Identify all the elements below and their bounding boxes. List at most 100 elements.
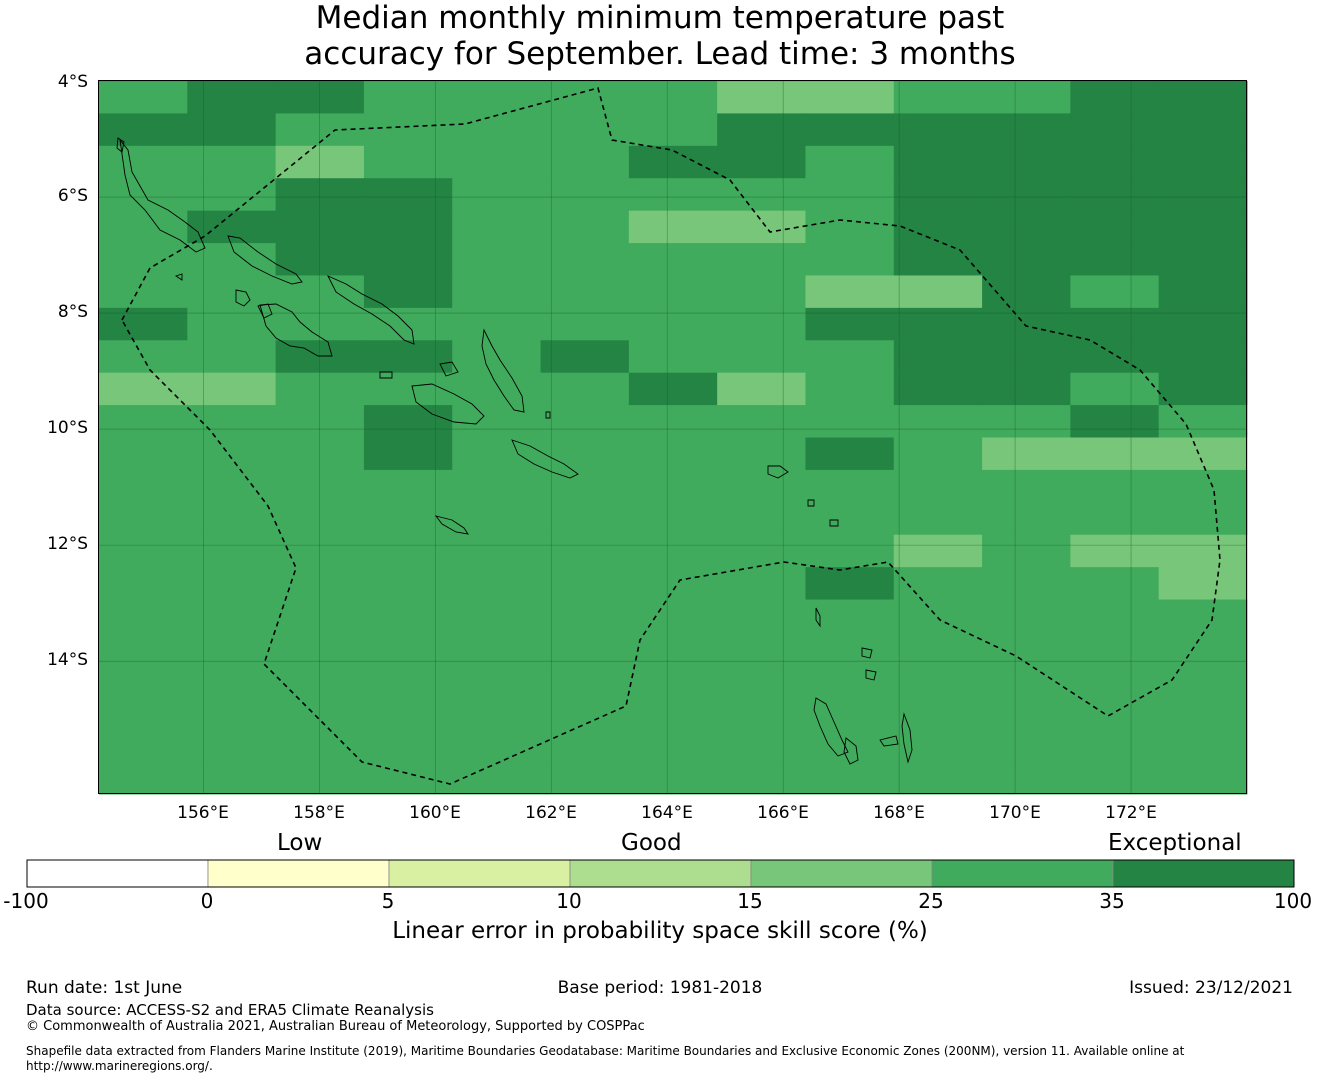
skill-cell: [99, 534, 188, 568]
skill-cell: [893, 437, 983, 471]
skill-cell: [540, 696, 630, 730]
skill-cell: [982, 534, 1071, 568]
skill-cell: [717, 275, 806, 309]
skill-cell: [1070, 178, 1160, 212]
skill-cell: [628, 81, 718, 114]
skill-cell: [628, 761, 718, 795]
skill-cell: [1158, 340, 1248, 374]
skill-cell: [452, 113, 542, 147]
skill-cell: [99, 631, 188, 665]
skill-cell: [805, 210, 895, 244]
skill-cell: [1070, 664, 1160, 698]
skill-cell: [628, 178, 718, 212]
skill-cell: [1158, 534, 1248, 568]
island-malakula: [843, 737, 859, 765]
skill-cell: [187, 502, 277, 536]
colorbar-title: Linear error in probability space skill …: [392, 918, 928, 944]
colorbar-swatch: [569, 859, 752, 888]
skill-cell: [982, 243, 1071, 276]
skill-cell: [99, 210, 188, 244]
skill-cell: [1070, 567, 1160, 601]
skill-cell: [628, 664, 718, 698]
skill-cell: [893, 729, 983, 763]
island-kolombangara: [257, 303, 273, 319]
shapefile-url: http://www.marineregions.org/.: [26, 1059, 213, 1073]
skill-cell: [99, 243, 188, 276]
x-tick-label: 156°E: [177, 803, 229, 823]
island-torres: [815, 607, 821, 628]
skill-cell: [1158, 599, 1248, 633]
skill-cell: [1070, 113, 1160, 147]
skill-cell: [893, 210, 983, 244]
skill-cell: [1070, 502, 1160, 536]
skill-cell: [893, 275, 983, 309]
skill-cell: [982, 631, 1071, 665]
skill-cell: [982, 340, 1071, 374]
skill-cell: [1070, 631, 1160, 665]
skill-cell: [1070, 145, 1160, 179]
skill-cell: [363, 599, 453, 633]
skill-cell: [540, 469, 630, 503]
skill-cell: [1158, 696, 1248, 730]
skill-cell: [717, 243, 806, 276]
skill-cell: [540, 534, 630, 568]
skill-cell: [363, 275, 453, 309]
skill-cell: [805, 275, 895, 309]
skill-cell: [893, 534, 983, 568]
skill-cell: [1158, 405, 1248, 438]
skill-cell: [275, 372, 365, 406]
skill-cell: [1070, 761, 1160, 795]
skill-cell: [1070, 275, 1160, 309]
skill-cell: [363, 113, 453, 147]
skill-cell: [452, 502, 542, 536]
skill-cell: [540, 599, 630, 633]
skill-cell: [1158, 437, 1248, 471]
skill-cell: [99, 469, 188, 503]
issued-date: Issued: 23/12/2021: [1129, 978, 1293, 998]
skill-cell: [275, 761, 365, 795]
skill-cell: [452, 405, 542, 438]
skill-cell: [187, 534, 277, 568]
skill-cell: [717, 534, 806, 568]
skill-cell: [363, 340, 453, 374]
skill-cell: [893, 599, 983, 633]
y-tick-label: 4°S: [57, 72, 88, 92]
skill-cell: [893, 761, 983, 795]
skill-cell: [717, 405, 806, 438]
skill-cell: [1070, 372, 1160, 406]
island-small-2: [379, 371, 393, 379]
skill-cell: [363, 210, 453, 244]
colorbar-tick: 35: [1099, 889, 1125, 913]
skill-cell: [187, 631, 277, 665]
skill-cell: [187, 696, 277, 730]
skill-cell: [363, 81, 453, 114]
skill-cell: [717, 502, 806, 536]
skill-cell: [363, 631, 453, 665]
skill-cell: [540, 178, 630, 212]
skill-cell: [1070, 340, 1160, 374]
skill-cell: [805, 469, 895, 503]
skill-cell: [99, 761, 188, 795]
skill-cell: [893, 372, 983, 406]
skill-cell: [893, 502, 983, 536]
skill-cell: [187, 437, 277, 471]
skill-cell: [363, 729, 453, 763]
skill-cell: [452, 534, 542, 568]
skill-cell: [1070, 534, 1160, 568]
skill-cell: [187, 113, 277, 147]
skill-cell: [1158, 469, 1248, 503]
skill-cell: [99, 567, 188, 601]
skill-cell: [452, 81, 542, 114]
skill-cell: [893, 178, 983, 212]
skill-cell: [628, 534, 718, 568]
skill-cell: [187, 178, 277, 212]
skill-cell: [363, 696, 453, 730]
skill-cell: [628, 437, 718, 471]
x-tick-label: 168°E: [873, 803, 925, 823]
skill-cell: [99, 599, 188, 633]
skill-cell: [99, 437, 188, 471]
skill-cell: [363, 243, 453, 276]
skill-cell: [452, 340, 542, 374]
colorbar-tick: 15: [737, 889, 763, 913]
skill-cell: [275, 664, 365, 698]
